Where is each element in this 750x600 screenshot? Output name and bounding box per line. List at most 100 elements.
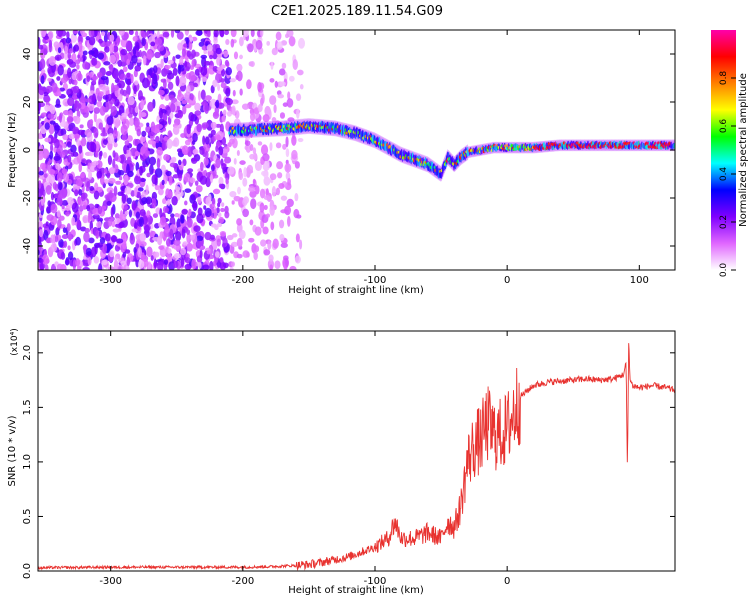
heatmap-noise-cell	[278, 182, 285, 189]
heatmap-noise-cell	[92, 213, 100, 220]
heatmap-noise-cell	[269, 205, 275, 216]
heatmap-noise-cell	[156, 146, 164, 156]
heatmap-noise-cell	[147, 101, 154, 112]
heatmap-noise-cell	[221, 242, 226, 248]
heatmap-noise-cell	[57, 218, 62, 229]
heatmap-noise-cell	[204, 231, 212, 241]
heatmap-noise-cell	[70, 33, 77, 43]
heatmap-noise-cell	[164, 222, 169, 234]
heatmap-noise-cell	[245, 144, 251, 153]
heatmap-noise-cell	[109, 63, 114, 74]
heatmap-noise-cell	[162, 78, 167, 90]
heatmap-noise-cell	[154, 167, 163, 178]
heatmap-noise-cell	[38, 121, 41, 130]
heatmap-noise-cell	[285, 148, 290, 158]
heatmap-noise-cell	[107, 133, 115, 144]
heatmap-noise-cell	[64, 45, 69, 55]
heatmap-noise-cell	[72, 151, 79, 157]
heatmap-noise-cell	[118, 176, 123, 181]
heatmap-noise-cell	[294, 255, 301, 264]
heatmap-noise-cell	[59, 87, 65, 92]
heatmap-noise-cell	[226, 110, 232, 117]
heatmap-noise-cell	[263, 169, 269, 179]
heatmap-noise-cell	[163, 154, 170, 161]
heatmap-noise-cell	[164, 64, 172, 70]
heatmap-noise-cell	[150, 121, 156, 132]
heatmap-noise-cell	[275, 142, 282, 149]
heatmap-noise-cell	[140, 112, 147, 118]
y-tick-label: 20	[22, 96, 33, 109]
heatmap-noise-cell	[59, 188, 67, 199]
heatmap-noise-cell	[125, 265, 129, 270]
heatmap-noise-cell	[104, 233, 111, 242]
snr-frame	[37, 330, 676, 572]
heatmap-noise-cell	[253, 245, 260, 253]
heatmap-noise-cell	[186, 232, 190, 243]
heatmap-noise-cell	[38, 100, 41, 112]
heatmap-noise-cell	[49, 173, 56, 184]
heatmap-noise-cell	[82, 201, 87, 210]
heatmap-noise-cell	[135, 161, 140, 172]
heatmap-noise-cell	[247, 43, 254, 53]
heatmap-noise-cell	[250, 30, 255, 38]
heatmap-noise-cell	[93, 127, 99, 139]
heatmap-noise-cell	[242, 177, 248, 187]
heatmap-noise-cell	[170, 102, 176, 113]
heatmap-noise-cell	[98, 38, 103, 44]
heatmap-noise-cell	[181, 145, 189, 156]
heatmap-noise-cell	[86, 204, 91, 212]
heatmap-noise-cell	[166, 198, 171, 206]
heatmap-noise-cell	[128, 30, 134, 36]
heatmap-noise-cell	[75, 59, 81, 65]
heatmap-noise-cell	[52, 181, 57, 190]
heatmap-noise-cell	[155, 123, 163, 129]
heatmap-noise-cell	[184, 104, 192, 109]
heatmap-noise-cell	[73, 100, 81, 112]
heatmap-noise-cell	[200, 89, 206, 101]
heatmap-noise-cell	[48, 168, 56, 175]
heatmap-noise-cell	[153, 258, 157, 270]
colorbar: 0.0 0.2 0.4 0.6 0.8 Normalized spectral ampl…	[711, 30, 749, 277]
bottom-x-axis-label: Height of straight line (km)	[288, 585, 424, 596]
heatmap-noise-cell	[122, 66, 128, 73]
heatmap-noise-cell	[118, 169, 125, 176]
heatmap-noise-cell	[287, 216, 291, 227]
heatmap-noise-cell	[209, 173, 213, 184]
bottom-y-ticks: 0.0 0.5 1.0 1.5 2.0	[22, 345, 675, 579]
heatmap-cells	[38, 30, 675, 270]
heatmap-noise-cell	[233, 157, 237, 165]
x-tick-label: -300	[99, 576, 122, 587]
heatmap-noise-cell	[198, 41, 205, 47]
heatmap-noise-cell	[141, 197, 148, 205]
heatmap-noise-cell	[248, 186, 256, 193]
heatmap-noise-cell	[39, 262, 44, 270]
heatmap-noise-cell	[110, 105, 118, 117]
heatmap-noise-cell	[91, 47, 99, 57]
heatmap-noise-cell	[168, 174, 173, 186]
heatmap-noise-cell	[212, 79, 218, 88]
heatmap-noise-cell	[50, 234, 56, 244]
heatmap-noise-cell	[120, 73, 127, 81]
heatmap-noise-cell	[204, 207, 212, 218]
heatmap-noise-cell	[49, 120, 56, 125]
heatmap-noise-cell	[280, 195, 288, 201]
heatmap-noise-cell	[104, 178, 109, 185]
heatmap-noise-cell	[133, 69, 138, 78]
heatmap-noise-cell	[265, 213, 271, 218]
heatmap-noise-cell	[68, 78, 73, 85]
heatmap-noise-cell	[231, 233, 238, 238]
heatmap-noise-cell	[125, 41, 133, 52]
heatmap-noise-cell	[67, 245, 71, 251]
heatmap-noise-cell	[112, 84, 119, 92]
heatmap-noise-cell	[93, 256, 100, 264]
heatmap-noise-cell	[230, 38, 235, 48]
heatmap-noise-cell	[138, 216, 144, 227]
heatmap-noise-cell	[126, 197, 132, 205]
heatmap-noise-cell	[68, 231, 72, 242]
heatmap-noise-cell	[197, 196, 202, 204]
heatmap-noise-cell	[187, 168, 194, 173]
heatmap-noise-cell	[163, 259, 169, 265]
heatmap-noise-cell	[146, 172, 151, 178]
heatmap-noise-cell	[298, 37, 306, 49]
y-tick-label: 40	[22, 48, 33, 61]
